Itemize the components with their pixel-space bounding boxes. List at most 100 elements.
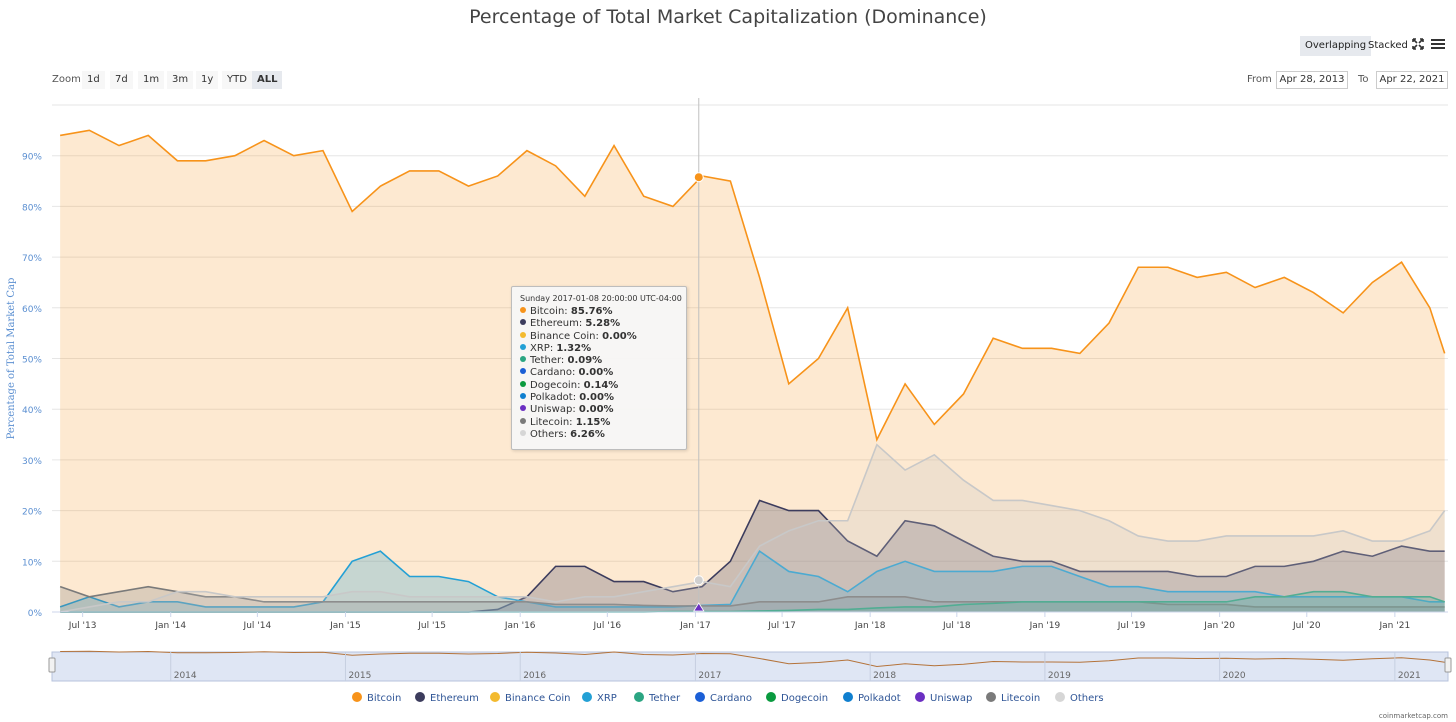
tooltip-series-value: 0.00% [578,404,614,416]
overlapping-mode-button[interactable]: Overlapping [1300,36,1372,56]
dominance-chart[interactable]: 0% 10% 20% 30% 40% 50% 60% 70% 80% 90% Percentage … [0,0,1456,690]
x-tick-label: Jul '14 [243,621,272,631]
tooltip-series-value: 1.32% [556,342,592,354]
legend-item-others[interactable]: Others [1055,692,1104,704]
y-tick-label: 90% [22,153,42,163]
x-tick-label: Jan '20 [1203,621,1235,631]
tooltip-row: Binance Coin: 0.00% [512,331,686,343]
navigator-tick-label: 2018 [873,671,896,681]
series-area-others [60,444,1445,612]
zoom-1m-button[interactable]: 1m [138,71,165,89]
fullscreen-icon[interactable] [1410,36,1428,54]
zoom-all-button[interactable]: ALL [252,71,283,89]
legend-item-cardano[interactable]: Cardano [695,692,752,704]
series-area-tether [60,591,1445,612]
from-label: From [1247,74,1272,85]
series-area-bitcoin [60,130,1445,612]
tooltip-separator: : [563,428,571,440]
legend-item-ethereum[interactable]: Ethereum [415,692,479,704]
legend-item-tether[interactable]: Tether [634,692,680,704]
tooltip-separator: : [569,416,576,428]
legend-symbol-icon [1055,692,1065,702]
zoom-1d-button[interactable]: 1d [82,71,105,89]
tooltip-row: Polkadot: 0.00% [512,392,686,404]
legend-label: Bitcoin [367,693,402,704]
series-dot-icon [520,343,526,350]
navigator-handle[interactable] [1444,657,1452,673]
x-tick-label: Jul '19 [1117,621,1146,631]
tooltip-series-name: Dogecoin [530,379,578,391]
tooltip-row: Dogecoin: 0.14% [512,380,686,392]
tooltip-series-name: Litecoin [530,416,570,428]
x-tick-label: Jul '13 [68,621,97,631]
zoom-3m-button[interactable]: 3m [167,71,194,89]
series-dot-icon [520,368,526,375]
navigator-tick-label: 2021 [1398,671,1421,681]
tooltip-series-name: XRP [530,342,550,354]
zoom-ytd-button[interactable]: YTD [222,71,252,89]
navigator-tick-label: 2015 [348,671,371,681]
legend-item-polkadot[interactable]: Polkadot [843,692,901,704]
tooltip-row: Litecoin: 1.15% [512,417,686,429]
zoom-1y-button[interactable]: 1y [196,71,219,89]
navigator-tick-label: 2014 [174,671,197,681]
x-tick-label: Jan '15 [329,621,361,631]
legend-item-binance-coin[interactable]: Binance Coin [490,692,571,704]
tooltip-separator: : [572,404,579,416]
legend-item-bitcoin[interactable]: Bitcoin [352,692,401,704]
legend-item-litecoin[interactable]: Litecoin [986,692,1040,704]
tooltip-row: Uniswap: 0.00% [512,404,686,416]
y-tick-label: 20% [22,508,42,518]
hover-marker [693,602,705,612]
hover-marker [693,575,704,586]
y-tick-label: 30% [22,457,42,467]
x-tick-label: Jan '17 [679,621,711,631]
legend-symbol-icon [415,692,425,702]
y-tick-label: 80% [22,203,42,213]
y-tick-label: 10% [22,558,42,568]
to-date-input[interactable]: Apr 22, 2021 [1376,71,1448,89]
legend-item-uniswap[interactable]: Uniswap [915,692,972,704]
legend-symbol-icon [843,692,853,702]
legend-label: Polkadot [858,693,901,704]
x-tick-label: Jul '18 [942,621,971,631]
series-dot-icon [520,429,526,436]
series-dot-icon [520,331,526,338]
navigator-tick-label: 2016 [523,671,546,681]
legend-item-xrp[interactable]: XRP [582,692,617,704]
chart-title: Percentage of Total Market Capitalizatio… [469,6,987,28]
legend-label: Ethereum [430,693,479,704]
x-tick-label: Jan '14 [154,621,186,631]
x-tick-label: Jan '19 [1029,621,1061,631]
tooltip-series-name: Binance Coin [530,330,596,342]
series-line-bitcoin[interactable] [60,129,1446,442]
series-dot-icon [520,356,526,363]
tooltip-separator: : [595,330,603,342]
to-label: To [1358,74,1369,85]
series-line-others[interactable] [60,443,1446,613]
legend-item-dogecoin[interactable]: Dogecoin [766,692,828,704]
legend-symbol-icon [582,692,592,702]
zoom-7d-button[interactable]: 7d [110,71,133,89]
navigator-handle[interactable] [48,657,56,673]
menu-icon[interactable] [1430,36,1448,54]
series-line-xrp[interactable] [59,549,1445,608]
series-line-litecoin[interactable] [59,585,1445,608]
navigator-tick-label: 2019 [1048,671,1071,681]
x-tick-label: Jan '18 [854,621,886,631]
tooltip-series-name: Ethereum [530,318,579,330]
y-axis-label: Percentage of Total Market Cap [6,278,17,440]
legend-label: Litecoin [1001,693,1041,704]
tooltip-row: Cardano: 0.00% [512,367,686,379]
stacked-mode-button[interactable]: Stacked [1368,40,1408,51]
legend-label: XRP [597,693,617,704]
tooltip-series-name: Others [530,428,564,440]
tooltip-series-value: 6.26% [570,428,605,440]
tooltip-series-name: Bitcoin [530,306,565,317]
legend-label: Others [1070,693,1104,704]
legend-label: Binance Coin [505,693,571,704]
tooltip-series-value: 0.00% [579,392,614,404]
tooltip-separator: : [560,355,568,367]
tooltip-separator: : [571,367,579,379]
from-date-input[interactable]: Apr 28, 2013 [1276,71,1348,89]
